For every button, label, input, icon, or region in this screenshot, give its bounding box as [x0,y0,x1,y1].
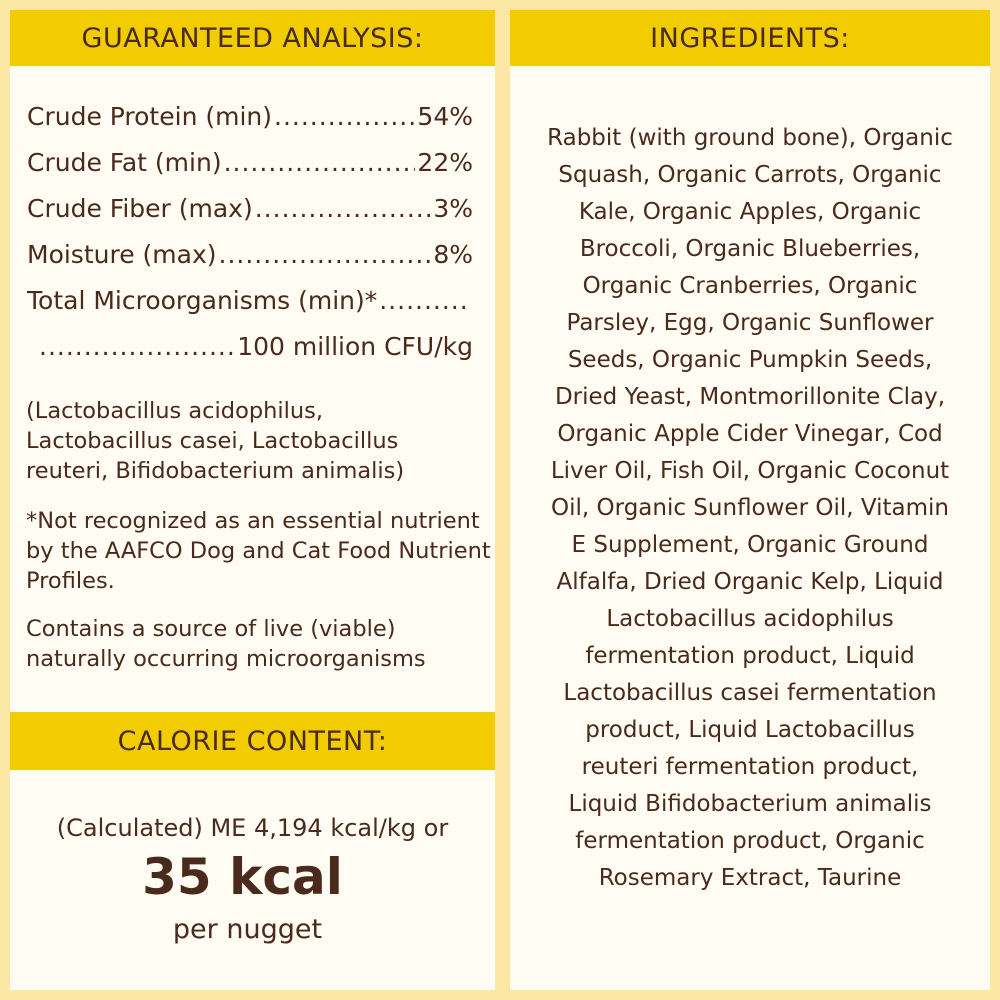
calorie-unit: per nugget [172,914,323,945]
analysis-row: Moisture (max) 8% [27,240,473,269]
calorie-calculated: (Calculated) ME 4,194 kcal/kg or [56,814,449,842]
ingredients-line: Oil, Organic Sunflower Oil, Vitamin [551,495,949,521]
row-label: Crude Fat (min) [27,148,222,177]
analysis-header: GUARANTEED ANALYSIS: [10,10,495,66]
ingredients-line: Kale, Organic Apples, Organic [578,199,922,225]
ingredients-list: Rabbit (with ground bone), Organic Squash… [510,120,990,897]
ingredients-line: Broccoli, Organic Blueberries, [579,236,921,262]
ingredients-line: reuteri fermentation product, [581,754,919,780]
ingredients-line: Seeds, Organic Pumpkin Seeds, [567,347,933,373]
calorie-per-nugget: 35 kcal [142,848,343,906]
ingredients-line: Liver Oil, Fish Oil, Organic Coconut [550,458,950,484]
strains-text: (Lactobacillus acidophilus, Lactobacillu… [26,398,405,484]
ingredients-line: fermentation product, Liquid [585,643,915,669]
ingredients-line: Parsley, Egg, Organic Sunflower [566,310,934,336]
row-label: Crude Fiber (max) [27,194,253,223]
row-label: Total Microorganisms (min)* [27,286,378,315]
ingredients-line: Liquid Bifidobacterium animalis [568,791,932,817]
ingredients-line: Alfalfa, Dried Organic Kelp, Liquid [556,569,944,595]
live-microorganisms-note: Contains a source of live (viable) natur… [26,616,426,672]
analysis-row: Crude Fiber (max) 3% [27,194,473,223]
guaranteed-analysis-panel: GUARANTEED ANALYSIS: Crude Protein (min)… [10,10,495,990]
analysis-row: Crude Protein (min) 54% [27,102,473,131]
analysis-row: Total Microorganisms (min)* [27,286,473,315]
ingredients-line: product, Liquid Lactobacillus [585,717,915,743]
ingredients-line: Dried Yeast, Montmorillonite Clay, [554,384,946,410]
analysis-row: Crude Fat (min) 22% [27,148,473,177]
row-value: 22% [417,148,473,177]
row-value: 8% [433,240,473,269]
ingredients-line: Rosemary Extract, Taurine [598,865,902,891]
row-label: Crude Protein (min) [27,102,273,131]
row-value: 3% [433,194,473,223]
ingredients-header: INGREDIENTS: [510,10,990,66]
ingredients-line: Rabbit (with ground bone), Organic [547,125,953,151]
ingredients-line: Squash, Organic Carrots, Organic [558,162,942,188]
row-value: 54% [417,102,473,131]
ingredients-line: Lactobacillus acidophilus [606,606,894,632]
analysis-row-continued: 100 million CFU/kg [27,332,473,361]
calorie-header: CALORIE CONTENT: [10,712,495,770]
ingredients-line: fermentation product, Organic [575,828,925,854]
ingredients-line: Organic Apple Cider Vinegar, Cod [557,421,943,447]
row-value: 100 million CFU/kg [237,332,473,361]
ingredients-line: Lactobacillus casei fermentation [563,680,937,706]
row-label: Moisture (max) [27,240,217,269]
ingredients-panel: INGREDIENTS: Rabbit (with ground bone), … [510,10,990,990]
ingredients-line: E Supplement, Organic Ground [571,532,929,558]
ingredients-line: Organic Cranberries, Organic [582,273,918,299]
aafco-footnote: *Not recognized as an essential nutrient… [26,508,491,594]
